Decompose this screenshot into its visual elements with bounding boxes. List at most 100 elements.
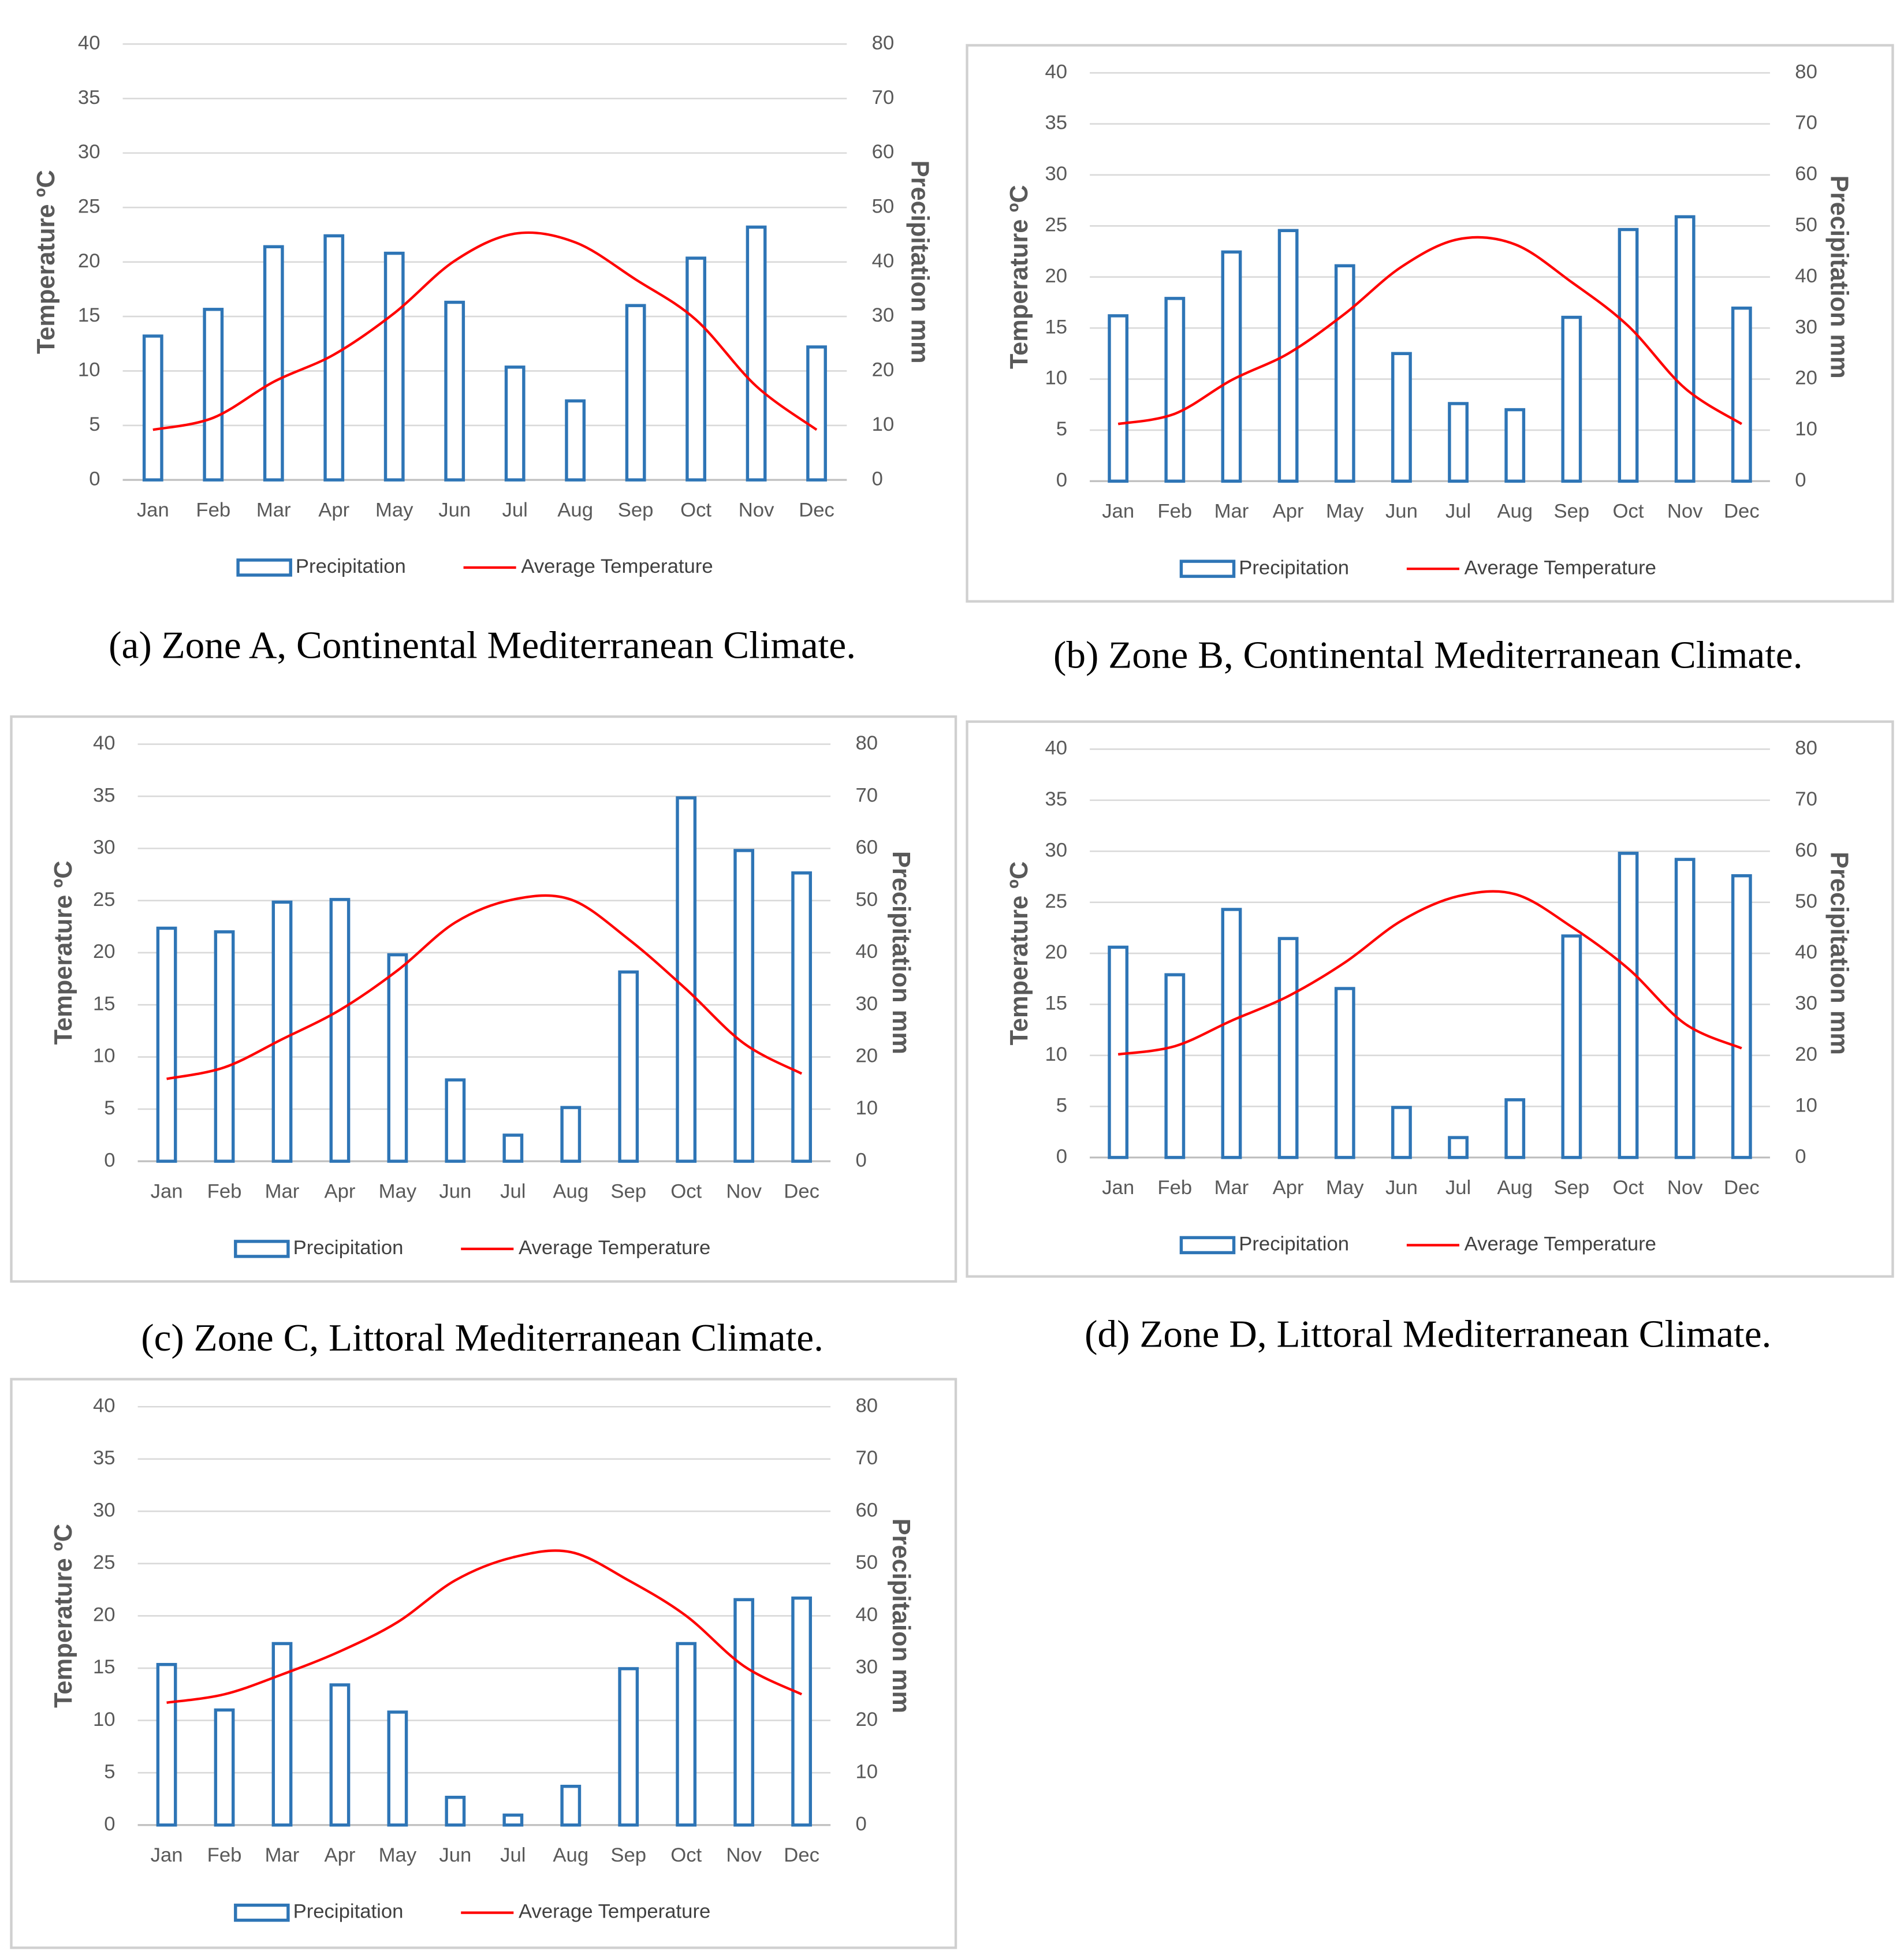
y-tick-label: 15 (1045, 316, 1067, 338)
y2-tick-label: 30 (1795, 316, 1817, 338)
bar (618, 1667, 639, 1827)
line (152, 231, 818, 431)
bar (560, 1784, 582, 1827)
y-tick-label: 20 (1045, 941, 1067, 963)
y-tick-label: 40 (93, 732, 115, 754)
y-tick-label: 10 (93, 1709, 115, 1731)
bar (329, 1683, 351, 1827)
y2-tick-label: 70 (855, 784, 878, 806)
panel-border (10, 1378, 957, 1949)
y2-tick-label: 60 (1795, 839, 1817, 861)
x-tick-label: Mar (265, 1844, 300, 1866)
y2-tick-label: 40 (855, 1604, 878, 1626)
bar (560, 1106, 582, 1163)
y-tick-label: 15 (1045, 993, 1067, 1015)
y2-tick-label: 60 (872, 141, 895, 163)
y-tick-label: 10 (93, 1045, 115, 1067)
y2-tick-label: 50 (1795, 890, 1817, 912)
bar (1391, 1106, 1412, 1159)
y-tick-label: 35 (93, 784, 115, 806)
bar (733, 849, 755, 1163)
y-tick-label: 5 (104, 1761, 115, 1782)
y-tick-label: 0 (1056, 1146, 1067, 1168)
x-tick-label: Jan (1102, 501, 1134, 523)
legend-swatch (1179, 560, 1236, 578)
x-tick-label: Mar (1214, 1177, 1249, 1199)
y-tick-label: 0 (104, 1149, 115, 1171)
line (166, 1549, 803, 1704)
caption: (d) Zone D, Littoral Mediterranean Clima… (1085, 1312, 1771, 1355)
x-tick-label: Nov (726, 1181, 762, 1203)
legend-swatch (234, 1903, 290, 1922)
bar (625, 304, 646, 482)
bar (156, 1662, 177, 1827)
caption: (c) Zone C, Littoral Mediterranean Clima… (141, 1316, 824, 1359)
x-tick-label: Aug (1497, 501, 1533, 523)
x-tick-label: May (379, 1181, 417, 1203)
y2-tick-label: 20 (855, 1709, 878, 1731)
x-tick-label: Oct (1613, 1177, 1644, 1199)
y2-tick-label: 70 (1795, 112, 1817, 134)
x-tick-label: Dec (784, 1181, 819, 1203)
x-tick-label: Jan (151, 1844, 183, 1866)
y-tick-label: 30 (1045, 839, 1067, 861)
bar (329, 898, 351, 1163)
y-tick-label: 10 (78, 359, 100, 381)
x-tick-label: Sep (1554, 501, 1590, 523)
y-tick-label: 30 (93, 837, 115, 859)
y2-tick-label: 50 (855, 1552, 878, 1573)
y-tick-label: 0 (104, 1813, 115, 1835)
y2-tick-label: 30 (1795, 993, 1817, 1015)
y-tick-label: 25 (1045, 214, 1067, 236)
bar (271, 900, 293, 1163)
bar (387, 953, 408, 1163)
y2-tick-label: 0 (1795, 469, 1806, 491)
y2-tick-label: 10 (855, 1761, 878, 1782)
y-tick-label: 5 (104, 1097, 115, 1119)
x-tick-label: Apr (1273, 501, 1304, 523)
line (166, 894, 803, 1080)
chart-panel: 0 5 10 15 20 25 30 35 40 0 10 20 30 40 50 60 70 80 Tempera… (32, 32, 934, 666)
chart-panel: 0 5 10 15 20 25 30 35 40 0 10 20 30 40 50 60 70 80 Tempera… (966, 720, 1894, 1355)
x-tick-label: Mar (256, 499, 291, 521)
y-tick-label: 35 (1045, 112, 1067, 134)
x-tick-label: May (375, 499, 413, 521)
bar (383, 251, 405, 482)
x-tick-label: Aug (557, 499, 593, 521)
x-tick-label: May (1326, 1177, 1364, 1199)
y-tick-label: 5 (1056, 1094, 1067, 1116)
bar (502, 1813, 524, 1827)
x-tick-label: Apr (318, 499, 349, 521)
y-axis-title: Temperature ºC (1005, 185, 1033, 369)
bar (502, 1133, 524, 1163)
x-tick-label: Feb (196, 499, 230, 521)
x-tick-label: Apr (324, 1181, 355, 1203)
bar (387, 1710, 408, 1827)
y-tick-label: 25 (1045, 890, 1067, 912)
y2-tick-label: 40 (1795, 265, 1817, 287)
y-tick-label: 35 (78, 87, 100, 109)
bar (156, 926, 177, 1163)
y2-tick-label: 30 (855, 1656, 878, 1678)
y-tick-label: 15 (93, 993, 115, 1015)
x-tick-label: Jan (137, 499, 169, 521)
bar (1504, 1098, 1526, 1159)
y2-tick-label: 0 (855, 1149, 866, 1171)
y-axis-title: Temperature ºC (32, 170, 60, 354)
y2-tick-label: 10 (1795, 1094, 1817, 1116)
y-tick-label: 15 (78, 304, 100, 326)
x-tick-label: Nov (1667, 1177, 1703, 1199)
x-tick-label: Oct (680, 499, 711, 521)
y-tick-label: 20 (1045, 265, 1067, 287)
x-tick-label: Jun (1385, 1177, 1418, 1199)
bar (203, 308, 224, 482)
y2-tick-label: 20 (872, 359, 895, 381)
y2-tick-label: 80 (1795, 737, 1817, 759)
x-tick-label: Apr (324, 1844, 355, 1866)
y2-tick-label: 10 (872, 413, 895, 435)
bar (271, 1642, 293, 1827)
legend-label: Precipitation (1239, 557, 1349, 579)
bar (1561, 315, 1582, 483)
y2-tick-label: 70 (872, 87, 895, 109)
